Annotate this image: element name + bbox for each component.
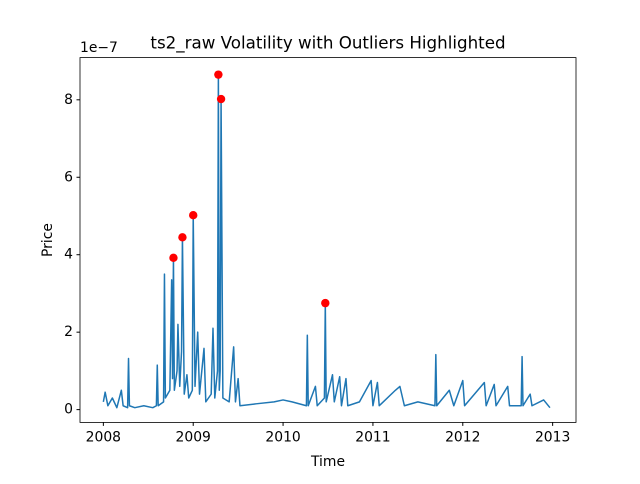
offset-text: 1e−7 [80, 40, 118, 56]
outlier-point [169, 253, 178, 263]
x-tick-label: 2009 [176, 429, 211, 445]
chart-title: ts2_raw Volatility with Outliers Highlig… [150, 33, 505, 54]
y-tick-label: 6 [64, 169, 73, 185]
y-tick-label: 8 [64, 92, 73, 108]
x-tick-label: 2013 [535, 429, 570, 445]
y-tick-label: 2 [64, 324, 73, 340]
volatility-line [102, 73, 551, 409]
x-tick-label: 2008 [86, 429, 121, 445]
x-tick-label: 2011 [355, 429, 390, 445]
x-tick-label: 2010 [265, 429, 300, 445]
y-tick-label: 4 [64, 247, 73, 263]
plot-frame [79, 57, 577, 423]
x-tick-label: 2012 [445, 429, 480, 445]
outlier-point [321, 298, 330, 308]
y-axis-label: Price [40, 223, 56, 257]
y-tick-label: 0 [64, 402, 73, 418]
x-axis-label: Time [310, 454, 345, 470]
outlier-point [189, 211, 198, 220]
outlier-point [216, 94, 226, 104]
outlier-point [178, 233, 187, 242]
outlier-point [214, 70, 223, 79]
